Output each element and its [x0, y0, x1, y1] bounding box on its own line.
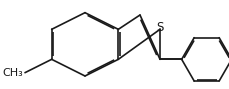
- Text: CH₃: CH₃: [2, 68, 23, 78]
- Text: S: S: [156, 21, 163, 34]
